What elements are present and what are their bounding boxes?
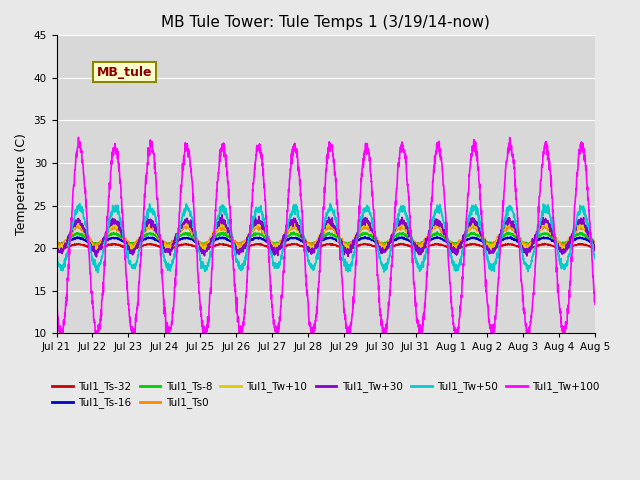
Tul1_Tw+30 [544,218,552,224]
Tul1_Ts-16 [591,241,599,247]
Tul1_Ts-16 [353,239,361,244]
Tul1_Ts-32 [591,245,599,251]
Tul1_Tw+100 [483,289,490,295]
Tul1_Ts-8 [342,241,349,247]
Tul1_Ts-16 [203,241,211,247]
Tul1_Tw+30 [52,247,60,252]
Tul1_Ts0 [544,227,552,233]
Tul1_Ts-8 [544,232,552,238]
Tul1_Ts-16 [482,241,490,247]
Tul1_Ts-16 [507,234,515,240]
Text: MB_tule: MB_tule [97,66,152,79]
Tul1_Ts0 [353,232,361,238]
Tul1_Ts-8 [433,229,441,235]
Tul1_Tw+100 [342,315,349,321]
Tul1_Tw+50 [203,264,211,269]
Line: Tul1_Ts-8: Tul1_Ts-8 [56,232,595,245]
Line: Tul1_Tw+10: Tul1_Tw+10 [56,220,595,252]
Line: Tul1_Ts-16: Tul1_Ts-16 [56,237,595,246]
Y-axis label: Temperature (C): Temperature (C) [15,133,28,235]
Tul1_Ts-16 [341,242,349,248]
Tul1_Tw+100 [353,235,361,240]
Tul1_Tw+50 [94,270,102,276]
Tul1_Ts0 [483,240,490,246]
Tul1_Tw+10 [353,232,361,238]
Tul1_Ts-16 [52,241,60,247]
Tul1_Tw+30 [353,229,361,235]
Title: MB Tule Tower: Tule Temps 1 (3/19/14-now): MB Tule Tower: Tule Temps 1 (3/19/14-now… [161,15,490,30]
Tul1_Tw+50 [326,201,334,206]
Tul1_Tw+10 [203,245,211,251]
Tul1_Ts-32 [559,245,567,251]
Line: Tul1_Tw+30: Tul1_Tw+30 [56,215,595,257]
Tul1_Ts0 [559,243,567,249]
Tul1_Tw+10 [74,217,82,223]
Tul1_Tw+10 [559,244,567,250]
Tul1_Ts-32 [52,245,60,251]
Tul1_Ts0 [145,221,152,227]
Tul1_Ts-32 [482,245,490,251]
Tul1_Ts-8 [353,236,361,241]
Tul1_Tw+10 [544,223,552,229]
Tul1_Ts-32 [203,245,211,251]
Tul1_Tw+100 [559,332,567,337]
Tul1_Tw+10 [52,240,60,246]
Tul1_Ts-32 [557,246,565,252]
Tul1_Tw+100 [544,156,552,161]
Tul1_Tw+10 [591,241,599,247]
Tul1_Tw+100 [75,134,83,140]
Tul1_Tw+30 [93,254,100,260]
Line: Tul1_Ts0: Tul1_Ts0 [56,224,595,249]
Tul1_Tw+50 [544,202,552,208]
Tul1_Tw+100 [204,322,211,327]
Tul1_Ts0 [307,246,314,252]
Tul1_Tw+30 [591,248,599,254]
Tul1_Ts-32 [353,243,361,249]
Tul1_Ts0 [342,244,349,250]
Tul1_Ts-8 [559,239,567,245]
Tul1_Ts-16 [559,242,566,248]
Tul1_Ts-32 [541,240,548,246]
Tul1_Tw+50 [559,262,567,267]
Tul1_Tw+30 [218,212,226,218]
Tul1_Ts-8 [127,242,134,248]
Tul1_Tw+10 [342,245,349,251]
Tul1_Ts0 [52,240,60,246]
Tul1_Tw+50 [52,253,60,259]
Tul1_Ts-16 [561,243,569,249]
Legend: Tul1_Ts-32, Tul1_Ts-16, Tul1_Ts-8, Tul1_Ts0, Tul1_Tw+10, Tul1_Tw+30, Tul1_Tw+50,: Tul1_Ts-32, Tul1_Ts-16, Tul1_Ts-8, Tul1_… [48,377,604,412]
Line: Tul1_Tw+50: Tul1_Tw+50 [56,204,595,273]
Tul1_Ts-8 [591,240,599,246]
Tul1_Tw+30 [203,248,211,254]
Tul1_Ts-8 [483,240,490,245]
Tul1_Ts-8 [203,240,211,245]
Tul1_Tw+50 [342,263,349,269]
Tul1_Tw+30 [342,246,349,252]
Tul1_Ts-32 [544,241,552,247]
Tul1_Ts0 [591,241,599,247]
Tul1_Tw+100 [165,338,173,344]
Tul1_Tw+100 [591,301,599,307]
Tul1_Tw+50 [483,254,490,260]
Line: Tul1_Ts-32: Tul1_Ts-32 [56,243,595,249]
Tul1_Tw+100 [52,304,60,310]
Tul1_Tw+10 [415,249,422,254]
Tul1_Ts-16 [544,235,552,240]
Tul1_Tw+50 [591,251,599,257]
Line: Tul1_Tw+100: Tul1_Tw+100 [56,137,595,341]
Tul1_Ts0 [203,242,211,248]
Tul1_Tw+50 [353,234,361,240]
Tul1_Tw+30 [559,247,567,252]
Tul1_Ts-32 [341,245,349,251]
Tul1_Tw+10 [483,243,490,249]
Tul1_Ts-8 [52,240,60,246]
Tul1_Tw+30 [483,246,490,252]
